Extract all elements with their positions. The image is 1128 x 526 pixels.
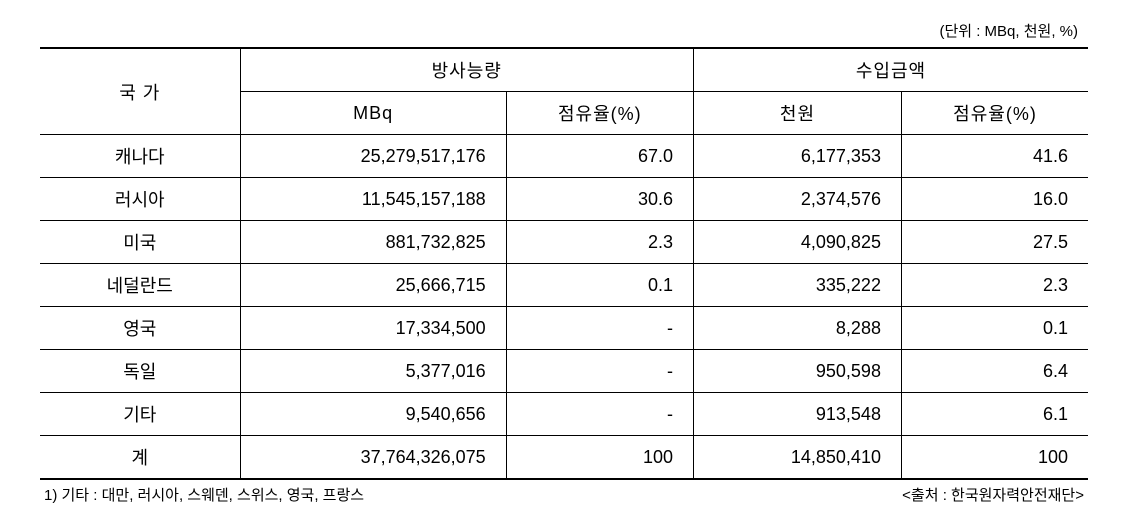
- cell-country: 독일: [40, 350, 240, 393]
- cell-mbq: 11,545,157,188: [240, 178, 506, 221]
- header-mbq: MBq: [240, 92, 506, 135]
- cell-krw-share: 27.5: [901, 221, 1088, 264]
- table-row: 계37,764,326,07510014,850,410100: [40, 436, 1088, 480]
- cell-country: 기타: [40, 393, 240, 436]
- header-krw-share: 점유율(%): [901, 92, 1088, 135]
- cell-mbq-share: 0.1: [506, 264, 693, 307]
- cell-krw-share: 100: [901, 436, 1088, 480]
- footnote-text: 1) 기타 : 대만, 러시아, 스웨덴, 스위스, 영국, 프랑스: [44, 484, 364, 505]
- cell-krw-share: 16.0: [901, 178, 1088, 221]
- cell-krw-share: 41.6: [901, 135, 1088, 178]
- cell-krw-share: 6.1: [901, 393, 1088, 436]
- header-country: 국 가: [40, 48, 240, 135]
- cell-krw: 4,090,825: [694, 221, 902, 264]
- table-body: 캐나다25,279,517,17667.06,177,35341.6러시아11,…: [40, 135, 1088, 480]
- cell-country: 러시아: [40, 178, 240, 221]
- cell-krw: 8,288: [694, 307, 902, 350]
- cell-country: 미국: [40, 221, 240, 264]
- cell-mbq: 17,334,500: [240, 307, 506, 350]
- cell-mbq: 25,279,517,176: [240, 135, 506, 178]
- cell-mbq-share: -: [506, 393, 693, 436]
- cell-krw-share: 0.1: [901, 307, 1088, 350]
- header-import-amount: 수입금액: [694, 48, 1088, 92]
- cell-mbq-share: -: [506, 307, 693, 350]
- cell-krw: 913,548: [694, 393, 902, 436]
- cell-country: 캐나다: [40, 135, 240, 178]
- table-row: 러시아11,545,157,18830.62,374,57616.0: [40, 178, 1088, 221]
- cell-krw: 14,850,410: [694, 436, 902, 480]
- table-row: 독일5,377,016-950,5986.4: [40, 350, 1088, 393]
- cell-mbq-share: 2.3: [506, 221, 693, 264]
- table-row: 네덜란드25,666,7150.1335,2222.3: [40, 264, 1088, 307]
- cell-krw-share: 6.4: [901, 350, 1088, 393]
- cell-krw: 6,177,353: [694, 135, 902, 178]
- cell-krw: 950,598: [694, 350, 902, 393]
- cell-mbq: 881,732,825: [240, 221, 506, 264]
- unit-label: (단위 : MBq, 천원, %): [40, 20, 1088, 41]
- cell-country: 계: [40, 436, 240, 480]
- cell-country: 영국: [40, 307, 240, 350]
- cell-krw: 335,222: [694, 264, 902, 307]
- cell-krw-share: 2.3: [901, 264, 1088, 307]
- table-row: 캐나다25,279,517,17667.06,177,35341.6: [40, 135, 1088, 178]
- cell-mbq: 37,764,326,075: [240, 436, 506, 480]
- cell-mbq-share: 30.6: [506, 178, 693, 221]
- data-table: 국 가 방사능량 수입금액 MBq 점유율(%) 천원 점유율(%) 캐나다25…: [40, 47, 1088, 480]
- cell-mbq: 25,666,715: [240, 264, 506, 307]
- table-row: 영국17,334,500-8,2880.1: [40, 307, 1088, 350]
- cell-mbq: 9,540,656: [240, 393, 506, 436]
- cell-mbq-share: 100: [506, 436, 693, 480]
- cell-country: 네덜란드: [40, 264, 240, 307]
- header-radioactivity: 방사능량: [240, 48, 694, 92]
- cell-krw: 2,374,576: [694, 178, 902, 221]
- table-row: 기타9,540,656-913,5486.1: [40, 393, 1088, 436]
- cell-mbq-share: 67.0: [506, 135, 693, 178]
- table-header: 국 가 방사능량 수입금액 MBq 점유율(%) 천원 점유율(%): [40, 48, 1088, 135]
- cell-mbq: 5,377,016: [240, 350, 506, 393]
- cell-mbq-share: -: [506, 350, 693, 393]
- header-mbq-share: 점유율(%): [506, 92, 693, 135]
- footer-row: 1) 기타 : 대만, 러시아, 스웨덴, 스위스, 영국, 프랑스 <출처 :…: [40, 484, 1088, 505]
- header-krw: 천원: [694, 92, 902, 135]
- table-row: 미국881,732,8252.34,090,82527.5: [40, 221, 1088, 264]
- source-text: <출처 : 한국원자력안전재단>: [902, 484, 1084, 505]
